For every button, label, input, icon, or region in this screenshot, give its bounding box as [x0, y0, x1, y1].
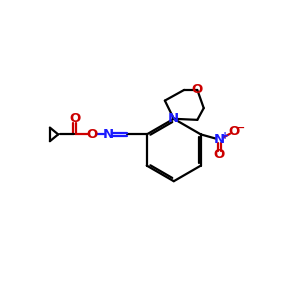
Text: N: N	[168, 112, 179, 125]
Text: O: O	[69, 112, 80, 125]
Text: −: −	[236, 123, 245, 133]
Text: +: +	[221, 130, 229, 141]
Text: O: O	[192, 83, 203, 96]
Text: O: O	[86, 128, 98, 141]
Text: N: N	[103, 128, 114, 141]
Text: O: O	[214, 148, 225, 161]
Text: O: O	[229, 125, 240, 138]
Text: N: N	[214, 133, 225, 146]
